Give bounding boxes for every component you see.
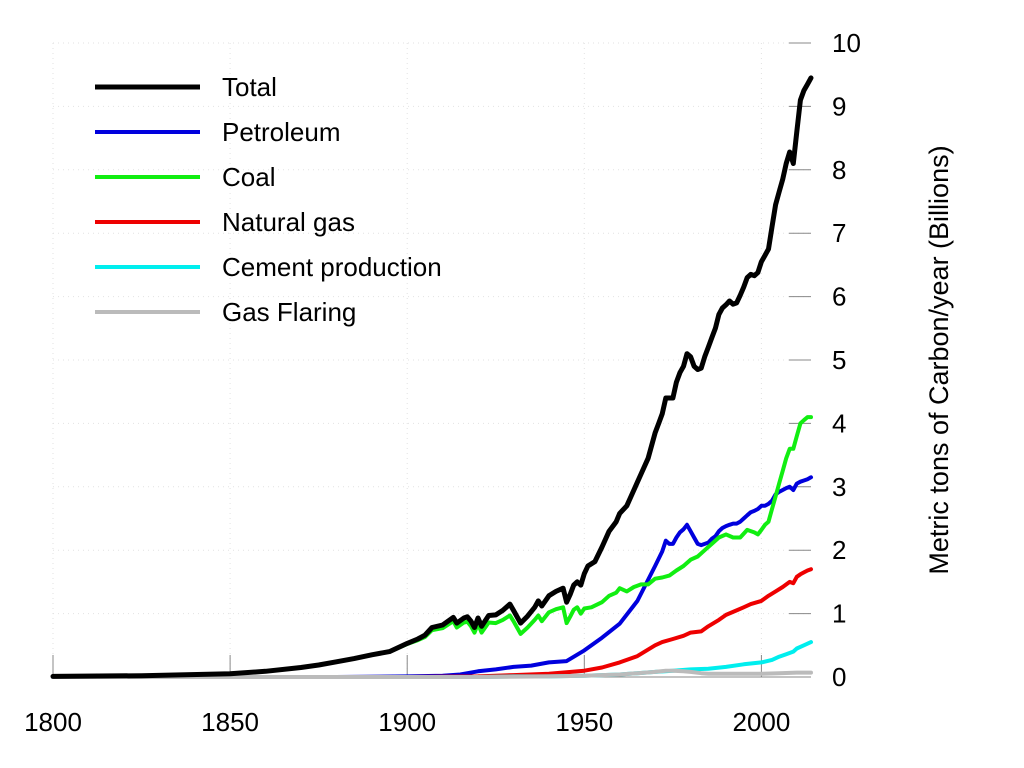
y-tick-label-3: 3 [832,472,846,502]
y-tick-label-9: 9 [832,91,846,121]
x-tick-label-0: 1800 [24,707,82,737]
y-tick-label-10: 10 [832,28,861,58]
grid [52,42,811,678]
y-tick-label-5: 5 [832,345,846,375]
legend-label-3: Natural gas [222,207,355,237]
x-tick-label-4: 2000 [732,707,790,737]
x-tick-label-2: 1900 [378,707,436,737]
legend-label-1: Petroleum [222,117,341,147]
series-line-natural-gas [51,567,813,679]
axes: 1800 1850 1900 1950 2000 0 1 2 3 4 5 6 7 8 9 10 [24,28,861,737]
legend-label-5: Gas Flaring [222,297,356,327]
y-tick-label-2: 2 [832,535,846,565]
series-line-gas-flaring [51,668,813,679]
series-line-petroleum [51,475,813,679]
legend-label-0: Total [222,72,277,102]
y-axis-title: Metric tons of Carbon/year (Billions) [924,145,954,574]
x-tick-label-3: 1950 [555,707,613,737]
y-tick-label-8: 8 [832,155,846,185]
legend-label-2: Coal [222,162,275,192]
legend-label-4: Cement production [222,252,442,282]
series-line-coal [51,415,813,679]
series-layer [50,75,814,679]
series-line-total [50,75,814,679]
legend: Total Petroleum Coal Natural gas Cement prod… [95,72,442,327]
y-tick-label-7: 7 [832,218,846,248]
y-tick-label-4: 4 [832,408,846,438]
x-tick-label-1: 1850 [201,707,259,737]
y-tick-label-1: 1 [832,599,846,629]
y-tick-label-6: 6 [832,282,846,312]
y-tick-label-0: 0 [832,662,846,692]
